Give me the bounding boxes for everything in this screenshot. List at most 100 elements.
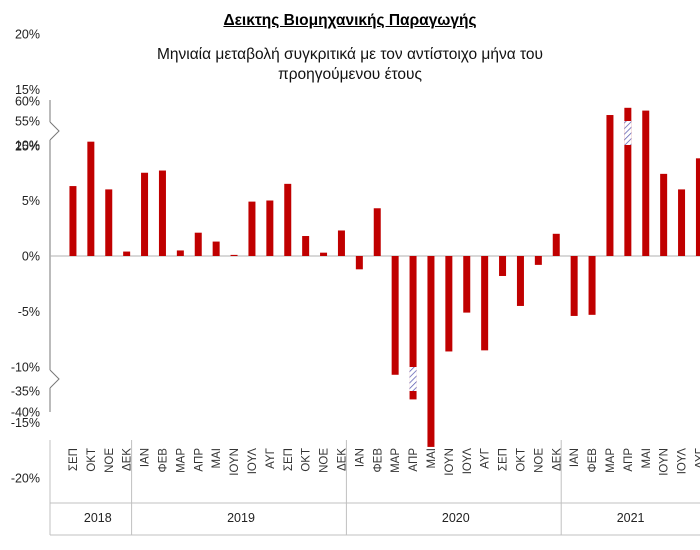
- x-tick-label: ΦΕΒ: [372, 448, 384, 473]
- chart-subtitle-line-2: προηγούμενου έτους: [278, 66, 422, 83]
- x-tick-label: ΟΚΤ: [86, 448, 98, 472]
- x-tick-label: ΙΟΥΝ: [444, 448, 456, 476]
- y-tick-label: 25%: [15, 140, 40, 154]
- y-tick-label: 10%: [15, 139, 40, 153]
- bar-ιουλ-10: [248, 201, 256, 256]
- x-tick-label: ΑΠΡ: [623, 448, 635, 472]
- bar-μαι-32: [642, 110, 650, 256]
- x-tick-label: ΙΑΝ: [354, 448, 366, 467]
- year-label-2018: 2018: [84, 511, 112, 525]
- x-tick-label: ΜΑΡ: [605, 448, 617, 473]
- x-tick-label: ΜΑΡ: [390, 448, 402, 473]
- bar-μαρ-30: [606, 115, 614, 256]
- bar-σεπ-24: [499, 256, 507, 276]
- y-tick-label: 15%: [15, 83, 40, 97]
- x-tick-label: ΙΟΥΝ: [659, 448, 671, 476]
- y-axis-break-top: [49, 121, 60, 141]
- y-tick-label: 55%: [15, 115, 40, 129]
- bar-ιαν-4: [141, 172, 149, 256]
- y-axis-break-bottom: [49, 369, 60, 389]
- bar-φεβ-5: [158, 170, 166, 256]
- bar-δεκ-3: [123, 251, 131, 256]
- bar-απρ-31: [624, 107, 632, 256]
- bar-break-marker: [624, 121, 632, 145]
- x-tick-label: ΑΥΓ: [694, 447, 700, 468]
- x-tick-label: ΦΕΒ: [587, 448, 599, 473]
- x-tick-label: ΝΟΕ: [319, 448, 331, 473]
- y-tick-label: 5%: [22, 194, 40, 208]
- bar-αυγ-11: [266, 200, 274, 256]
- x-tick-label: ΙΟΥΛ: [247, 448, 259, 475]
- bar-μαι-20: [427, 256, 435, 447]
- y-tick-label: -10%: [11, 361, 40, 375]
- y-tick-label: 60%: [15, 95, 40, 109]
- y-tick-label: -40%: [11, 406, 40, 420]
- bar-ιουλ-34: [678, 189, 686, 256]
- x-tick-label: ΑΠΡ: [193, 448, 205, 472]
- bar-break-marker: [409, 367, 417, 391]
- x-tick-label: ΜΑΙ: [641, 448, 653, 468]
- x-tick-label: ΦΕΒ: [157, 448, 169, 473]
- bar-μαρ-18: [391, 256, 399, 375]
- y-tick-label: 0%: [22, 250, 40, 264]
- y-tick-label: -35%: [11, 385, 40, 399]
- x-tick-label: ΣΕΠ: [498, 448, 510, 471]
- x-tick-label: ΑΠΡ: [408, 448, 420, 472]
- year-label-2019: 2019: [227, 511, 255, 525]
- y-tick-label: -20%: [11, 472, 40, 486]
- y-tick-label: -5%: [18, 305, 40, 319]
- bar-φεβ-29: [588, 256, 596, 315]
- x-tick-label: ΔΕΚ: [336, 448, 348, 471]
- x-tick-label: ΟΚΤ: [301, 448, 313, 472]
- y-tick-label: -15%: [11, 416, 40, 430]
- bar-αυγ-35: [695, 158, 700, 256]
- bar-σεπ-0: [69, 186, 77, 256]
- x-tick-label: ΔΕΚ: [551, 448, 563, 471]
- x-tick-label: ΟΚΤ: [515, 448, 527, 472]
- bar-απρ-7: [194, 232, 202, 256]
- bar-ιουν-9: [230, 254, 238, 256]
- bar-δεκ-27: [552, 233, 560, 256]
- bar-φεβ-17: [373, 208, 381, 256]
- bar-ιουν-21: [445, 256, 453, 352]
- x-tick-label: ΝΟΕ: [104, 448, 116, 473]
- bar-ιαν-28: [570, 256, 578, 316]
- x-tick-label: ΜΑΙ: [426, 448, 438, 468]
- x-tick-label: ΔΕΚ: [122, 448, 134, 471]
- x-tick-label: ΝΟΕ: [533, 448, 545, 473]
- chart-title: Δεικτης Βιομηχανικής Παραγωγής: [223, 12, 477, 29]
- x-tick-label: ΙΑΝ: [140, 448, 152, 467]
- x-tick-label: ΙΑΝ: [569, 448, 581, 467]
- bar-ιουν-33: [660, 173, 668, 256]
- bar-αυγ-23: [481, 256, 489, 351]
- bar-μαι-8: [212, 241, 220, 256]
- bar-ιουλ-22: [463, 256, 471, 313]
- bar-δεκ-15: [337, 230, 345, 256]
- bar-απρ-19: [409, 256, 417, 400]
- x-tick-label: ΑΥΓ: [480, 447, 492, 468]
- x-tick-label: ΙΟΥΛ: [462, 448, 474, 475]
- bar-νοε-14: [320, 252, 328, 256]
- chart-subtitle-line-1: Μηνιαία μεταβολή συγκριτικά με τον αντίσ…: [157, 46, 543, 63]
- year-label-2020: 2020: [442, 511, 470, 525]
- bar-σεπ-12: [284, 183, 292, 256]
- bar-οκτ-13: [302, 236, 310, 256]
- bar-ιαν-16: [355, 256, 363, 270]
- bar-νοε-2: [105, 189, 113, 256]
- x-tick-label: ΙΟΥΝ: [229, 448, 241, 476]
- y-tick-label: 20%: [15, 28, 40, 42]
- x-tick-label: ΜΑΙ: [211, 448, 223, 468]
- x-tick-label: ΜΑΡ: [175, 448, 187, 473]
- x-tick-label: ΑΥΓ: [265, 447, 277, 468]
- chart-subtitle: Μηνιαία μεταβολή συγκριτικά με τον αντίσ…: [100, 45, 600, 85]
- bar-οκτ-1: [87, 141, 95, 256]
- bar-μαρ-6: [176, 250, 184, 256]
- x-tick-label: ΣΕΠ: [68, 448, 80, 471]
- year-label-2021: 2021: [617, 511, 645, 525]
- x-tick-label: ΙΟΥΛ: [677, 448, 689, 475]
- x-tick-label: ΣΕΠ: [283, 448, 295, 471]
- bar-οκτ-25: [516, 256, 524, 306]
- bar-νοε-26: [534, 256, 542, 265]
